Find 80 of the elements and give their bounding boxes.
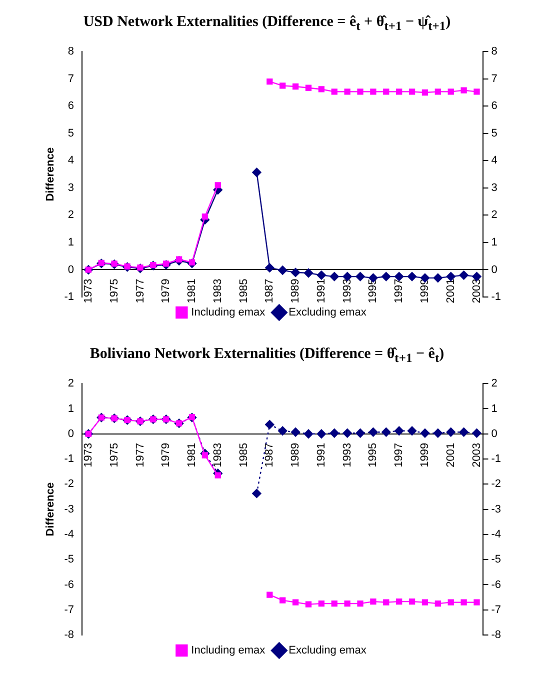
x-tick-label: 1981 bbox=[186, 278, 198, 304]
x-tick-label: 1973 bbox=[82, 278, 94, 304]
y-tick-label: -3 bbox=[64, 503, 74, 516]
y-tick-label: 6 bbox=[68, 100, 74, 112]
x-tick-label: 1989 bbox=[290, 278, 302, 304]
x-tick-label: 2001 bbox=[444, 278, 457, 304]
y-tick-label: -7 bbox=[64, 604, 74, 616]
y2-tick-label: -2 bbox=[491, 478, 501, 490]
y2-tick-label: 0 bbox=[491, 264, 498, 276]
y2-tick-label: 0 bbox=[491, 428, 498, 440]
x-tick-label: 2003 bbox=[470, 278, 483, 304]
y-tick-label: -8 bbox=[64, 629, 74, 642]
x-tick-label: 2001 bbox=[444, 442, 457, 468]
y2-tick-label: 1 bbox=[491, 402, 498, 415]
x-tick-label: 1987 bbox=[264, 442, 276, 468]
y-tick-label: 8 bbox=[68, 46, 74, 58]
y-tick-label: -1 bbox=[64, 453, 74, 466]
y2-tick-label: -7 bbox=[491, 604, 501, 616]
y-tick-label: -4 bbox=[64, 528, 74, 540]
y-axis-title: Difference bbox=[44, 147, 57, 202]
x-tick-label: 1975 bbox=[108, 278, 120, 304]
x-tick-label: 1977 bbox=[134, 278, 146, 304]
x-tick-label: 1995 bbox=[367, 442, 380, 468]
y2-tick-label: 1 bbox=[491, 236, 498, 248]
x-tick-label: 1997 bbox=[393, 278, 406, 304]
y-tick-label: -2 bbox=[64, 478, 74, 490]
y-tick-label: 2 bbox=[68, 378, 74, 390]
x-tick-label: 1991 bbox=[315, 442, 328, 468]
x-tick-label: 1991 bbox=[315, 278, 328, 304]
legend-label: Including emax bbox=[191, 644, 266, 657]
y-tick-label: 0 bbox=[68, 264, 74, 276]
x-tick-label: 1983 bbox=[212, 278, 224, 304]
x-tick-label: 1993 bbox=[341, 442, 354, 468]
x-tick-label: 1993 bbox=[341, 278, 354, 304]
x-tick-label: 1985 bbox=[238, 278, 250, 304]
y2-tick-label: 8 bbox=[491, 46, 498, 58]
y2-tick-label: 4 bbox=[491, 154, 498, 167]
x-tick-label: 1987 bbox=[264, 278, 276, 304]
y-tick-label: 7 bbox=[68, 72, 74, 85]
y2-tick-label: -6 bbox=[491, 578, 501, 591]
y2-tick-label: -8 bbox=[491, 629, 501, 642]
chart-title: USD Network Externalities (Difference = ê$_{t}$ + θ̂$_{t+1}$ − ψ̂$_{t+1}$) bbox=[82, 13, 452, 35]
x-tick-label: 1975 bbox=[108, 442, 120, 468]
legend-label: Excluding emax bbox=[288, 644, 367, 657]
y2-tick-label: -5 bbox=[491, 554, 501, 566]
x-tick-label: 1985 bbox=[238, 442, 250, 468]
y-tick-label: 5 bbox=[68, 127, 74, 140]
y-tick-label: 1 bbox=[68, 236, 74, 248]
y-tick-label: 4 bbox=[68, 154, 74, 167]
y-tick-label: 0 bbox=[68, 428, 74, 440]
y2-tick-label: 2 bbox=[491, 209, 498, 222]
x-tick-label: 1979 bbox=[160, 442, 172, 468]
x-tick-label: 1979 bbox=[160, 278, 172, 304]
y2-tick-label: 2 bbox=[491, 378, 498, 390]
y2-tick-label: 7 bbox=[491, 72, 498, 85]
x-tick-label: 1989 bbox=[290, 442, 302, 468]
y2-tick-label: 3 bbox=[491, 182, 498, 194]
y2-tick-label: 6 bbox=[491, 100, 498, 112]
x-tick-label: 1977 bbox=[134, 442, 146, 468]
y-tick-label: -6 bbox=[64, 578, 74, 591]
y-axis-title: Difference bbox=[44, 482, 57, 536]
y2-tick-label: -1 bbox=[491, 291, 501, 304]
y-tick-label: 1 bbox=[68, 402, 74, 415]
y-tick-label: -5 bbox=[64, 554, 74, 566]
y2-tick-label: -4 bbox=[491, 528, 501, 540]
y-tick-label: 3 bbox=[68, 182, 74, 194]
x-tick-label: 2003 bbox=[470, 442, 483, 468]
x-tick-label: 1999 bbox=[419, 442, 432, 468]
y-tick-label: -1 bbox=[64, 291, 74, 304]
chart-title: Boliviano Network Externalities (Difference = θ̂$_{t+1}$ − ê$_{t}$) bbox=[88, 345, 446, 367]
y2-tick-label: -1 bbox=[491, 453, 501, 466]
x-tick-label: 1983 bbox=[212, 442, 224, 468]
x-tick-label: 1981 bbox=[186, 442, 198, 468]
x-tick-label: 1997 bbox=[393, 442, 406, 468]
y-tick-label: 2 bbox=[68, 209, 74, 222]
legend-label: Excluding emax bbox=[288, 306, 367, 319]
y2-tick-label: -3 bbox=[491, 503, 501, 516]
x-tick-label: 1973 bbox=[82, 442, 94, 468]
legend-label: Including emax bbox=[191, 306, 266, 319]
y2-tick-label: 5 bbox=[491, 127, 498, 140]
